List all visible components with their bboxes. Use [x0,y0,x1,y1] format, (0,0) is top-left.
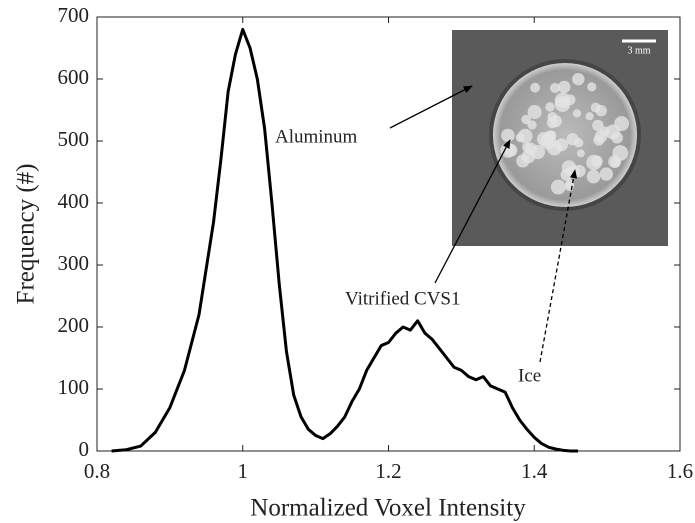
arrow [434,139,511,284]
x-tick-label: 1.6 [667,459,693,483]
y-tick-label: 100 [58,375,90,399]
inset-spot [572,73,585,86]
inset-spot [585,112,594,121]
inset-spot [557,80,571,94]
inset-spot [527,105,542,120]
y-tick-label: 0 [79,437,90,461]
y-axis-label: Frequency (#) [13,164,40,305]
y-tick-label: 600 [58,65,90,89]
inset-spot [576,149,585,158]
y-tick-label: 300 [58,251,90,275]
inset-spot [605,124,621,140]
arrow [539,169,578,363]
y-tick-label: 400 [58,189,90,213]
inset-spot [586,169,601,184]
inset-spot [550,82,561,94]
inset-spot [527,120,537,130]
inset-spot [591,155,603,167]
y-tick-label: 700 [58,3,90,27]
inset-spot [554,92,571,108]
inset-spot [599,167,614,181]
inset-spot [546,116,559,129]
annotation: Ice [518,365,541,386]
x-tick-label: 1.2 [375,459,401,483]
inset-spot [550,179,566,195]
inset-spot [555,138,568,152]
inset-spot [521,149,536,164]
y-tick-label: 200 [58,313,90,337]
inset-spot [610,157,621,168]
data-line [111,27,578,453]
scale-label: 3 mm [627,45,650,56]
x-axis-label: Normalized Voxel Intensity [250,495,526,522]
annotation: Vitrified CVS1 [345,288,461,309]
inset-spot [573,138,584,148]
inset-spot [612,145,629,161]
inset-spot [545,102,555,112]
inset-spot [594,130,608,143]
inset-spot [595,105,607,117]
inset-spot [530,82,541,93]
inset-spot [544,130,556,142]
inset-spot [572,109,582,118]
x-tick-label: 1 [238,459,249,483]
inset-spot [517,128,533,144]
inset-spot [587,82,597,92]
annotation: Aluminum [275,126,358,147]
inset-spot [521,114,531,125]
inset-image: 3 mm [452,30,668,246]
inset-spot [501,128,515,143]
y-tick-label: 500 [58,127,90,151]
x-tick-label: 0.8 [84,459,110,483]
x-tick-label: 1.4 [521,459,548,483]
arrow [389,85,473,129]
inset-spot [592,119,604,132]
